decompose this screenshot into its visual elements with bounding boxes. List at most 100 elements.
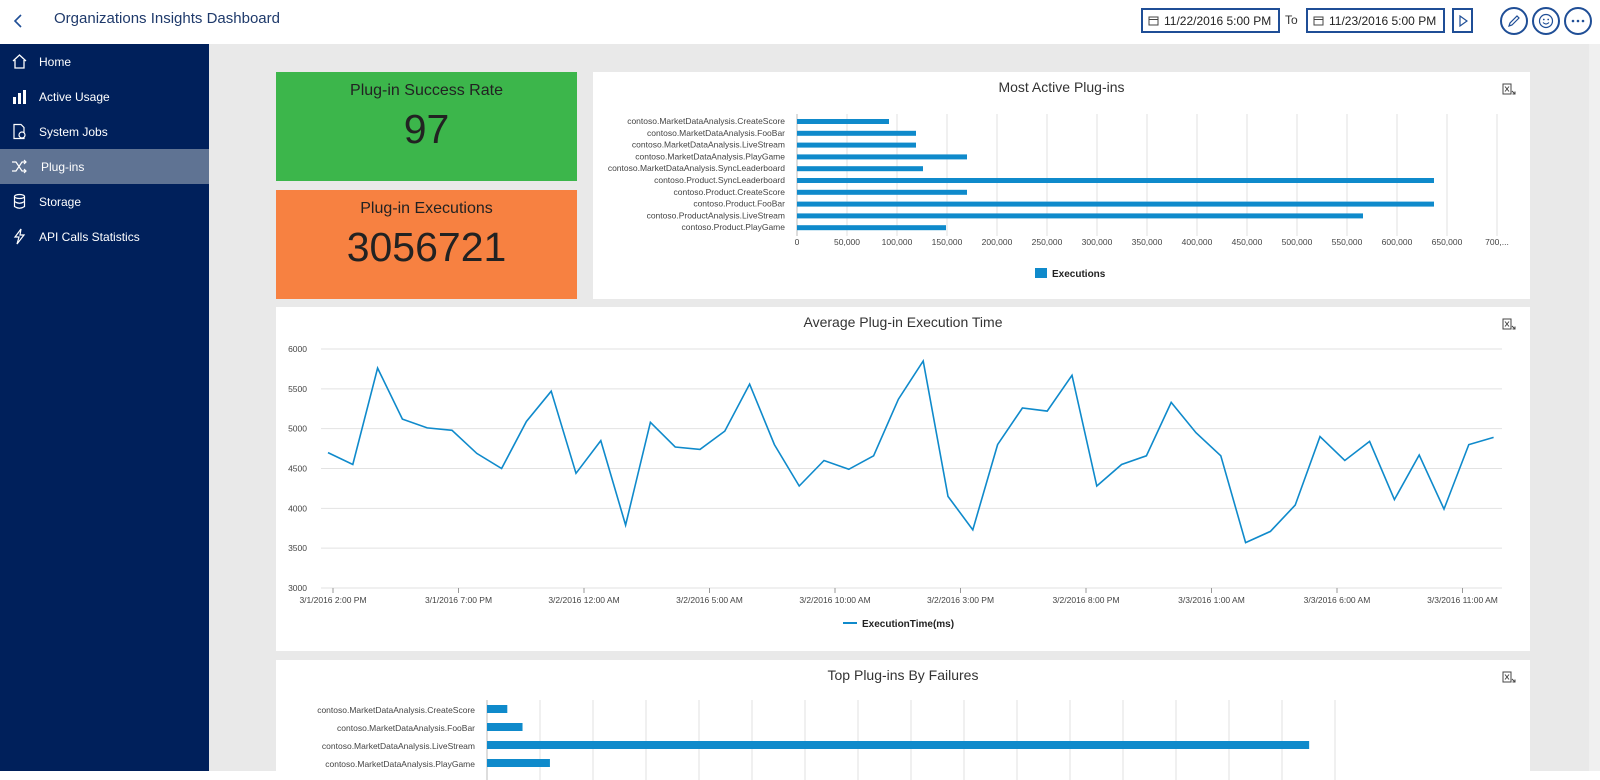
bar: [797, 201, 1434, 207]
x-tick-label: 200,000: [982, 237, 1013, 247]
y-tick-label: contoso.MarketDataAnalysis.SyncLeaderboa…: [608, 163, 785, 173]
export-excel-icon[interactable]: [1502, 670, 1516, 684]
y-tick-label: contoso.MarketDataAnalysis.CreateScore: [317, 705, 475, 715]
x-tick-label: 3/2/2016 5:00 AM: [676, 595, 743, 605]
calendar-icon: [1313, 16, 1324, 26]
sidebar-item-label: Home: [39, 54, 72, 69]
success-rate-tile[interactable]: Plug-in Success Rate 97: [276, 72, 577, 181]
sidebar-item-api-calls-statistics[interactable]: API Calls Statistics: [0, 219, 209, 254]
bar: [797, 154, 967, 160]
ellipsis-icon: [1571, 19, 1585, 23]
bar: [797, 189, 967, 195]
y-tick-label: contoso.Product.FooBar: [693, 199, 785, 209]
x-tick-label: 3/1/2016 2:00 PM: [299, 595, 366, 605]
shuffle-icon: [12, 159, 27, 174]
y-tick-label: contoso.MarketDataAnalysis.FooBar: [337, 723, 475, 733]
x-tick-label: 600,000: [1382, 237, 1413, 247]
bar: [797, 225, 946, 231]
executions-tile[interactable]: Plug-in Executions 3056721: [276, 190, 577, 299]
bar: [797, 178, 1434, 183]
bar: [797, 142, 916, 148]
home-icon: [12, 54, 27, 69]
sidebar-item-storage[interactable]: Storage: [0, 184, 209, 219]
sidebar-item-label: Active Usage: [39, 89, 110, 104]
to-label: To: [1285, 13, 1298, 27]
tile-title: Plug-in Executions: [360, 200, 493, 217]
bar: [487, 723, 523, 731]
bar-chart-icon: [13, 90, 26, 104]
top-bar: Organizations Insights Dashboard 11/22/2…: [0, 0, 1600, 44]
apply-dates-button[interactable]: [1452, 8, 1473, 33]
legend-swatch: [1035, 268, 1047, 278]
bar: [797, 119, 889, 124]
edit-button[interactable]: [1500, 7, 1528, 35]
tile-value: 3056721: [346, 224, 507, 270]
y-tick-label: contoso.MarketDataAnalysis.LiveStream: [632, 140, 785, 150]
avg-execution-time-chart: 6000 5500 5000 4500 4000 3500 3000 3/1/2016 2:0…: [288, 344, 1502, 630]
chart-title: Most Active Plug-ins: [998, 79, 1125, 95]
y-tick-label: contoso.MarketDataAnalysis.CreateScore: [627, 116, 785, 126]
bar: [797, 130, 916, 136]
export-excel-icon[interactable]: [1502, 317, 1516, 331]
sidebar-item-system-jobs[interactable]: System Jobs: [0, 114, 209, 149]
y-tick-label: 5500: [288, 384, 307, 394]
chart-title: Average Plug-in Execution Time: [803, 314, 1003, 330]
sidebar-item-active-usage[interactable]: Active Usage: [0, 79, 209, 114]
y-tick-label: 4500: [288, 464, 307, 474]
chart-title: Top Plug-ins By Failures: [827, 667, 979, 683]
bar: [797, 213, 1363, 219]
y-tick-label: 3000: [288, 583, 307, 593]
pencil-icon: [1508, 15, 1520, 27]
y-tick-label: 4000: [288, 503, 307, 513]
tile-title: Plug-in Success Rate: [350, 82, 503, 99]
sidebar-item-plug-ins[interactable]: Plug-ins: [0, 149, 209, 184]
legend-label: ExecutionTime(ms): [862, 619, 954, 630]
x-tick-label: 3/1/2016 7:00 PM: [425, 595, 492, 605]
sidebar-item-home[interactable]: Home: [0, 44, 209, 79]
dashboard-content: Plug-in Success Rate 97 Plug-in Executio…: [209, 44, 1600, 780]
y-tick-label: 6000: [288, 344, 307, 354]
series-line: [327, 358, 1494, 544]
y-tick-label: contoso.Product.SyncLeaderboard: [654, 175, 785, 185]
x-tick-label: 400,000: [1182, 237, 1213, 247]
page-title: Organizations Insights Dashboard: [54, 10, 280, 27]
play-icon: [1458, 14, 1468, 27]
x-tick-label: 650,000: [1432, 237, 1463, 247]
bar: [487, 759, 550, 767]
y-tick-label: contoso.MarketDataAnalysis.PlayGame: [325, 759, 475, 769]
y-tick-label: 3500: [288, 543, 307, 553]
bar: [487, 741, 1310, 749]
x-tick-label: 3/2/2016 3:00 PM: [927, 595, 994, 605]
x-tick-label: 500,000: [1282, 237, 1313, 247]
x-tick-label: 3/3/2016 11:00 AM: [1427, 595, 1498, 605]
x-tick-label: 3/3/2016 1:00 AM: [1178, 595, 1245, 605]
export-excel-icon[interactable]: [1502, 82, 1516, 96]
y-tick-label: contoso.MarketDataAnalysis.LiveStream: [322, 741, 475, 751]
lightning-icon: [13, 228, 26, 245]
scrollbar[interactable]: [1589, 44, 1600, 771]
y-tick-label: contoso.MarketDataAnalysis.PlayGame: [635, 151, 785, 161]
back-button[interactable]: [8, 10, 28, 32]
x-tick-label: 550,000: [1332, 237, 1363, 247]
feedback-button[interactable]: [1532, 7, 1560, 35]
database-icon: [13, 193, 26, 209]
sidebar-item-label: Plug-ins: [41, 159, 85, 174]
calendar-icon: [1148, 16, 1159, 26]
bar: [487, 705, 508, 713]
x-tick-label: 3/2/2016 8:00 PM: [1052, 595, 1119, 605]
x-tick-label: 250,000: [1032, 237, 1063, 247]
avg-execution-time-panel: Average Plug-in Execution Time 6000 5500 5…: [276, 307, 1530, 651]
x-tick-label: 3/3/2016 6:00 AM: [1304, 595, 1371, 605]
jobs-icon: [13, 123, 26, 140]
to-date-value: 11/23/2016 5:00 PM: [1329, 13, 1437, 28]
more-options-button[interactable]: [1564, 7, 1592, 35]
to-date-picker[interactable]: 11/23/2016 5:00 PM: [1306, 8, 1445, 33]
x-tick-label: 450,000: [1232, 237, 1263, 247]
x-tick-label: 0: [795, 237, 800, 247]
x-tick-label: 50,000: [834, 237, 860, 247]
sidebar-item-label: System Jobs: [39, 124, 108, 139]
most-active-plugins-panel: Most Active Plug-ins 0 50,000 100,000 150,0…: [593, 72, 1530, 299]
y-tick-label: contoso.Product.CreateScore: [673, 187, 785, 197]
x-tick-label: 3/2/2016 12:00 AM: [548, 595, 619, 605]
from-date-picker[interactable]: 11/22/2016 5:00 PM: [1141, 8, 1280, 33]
